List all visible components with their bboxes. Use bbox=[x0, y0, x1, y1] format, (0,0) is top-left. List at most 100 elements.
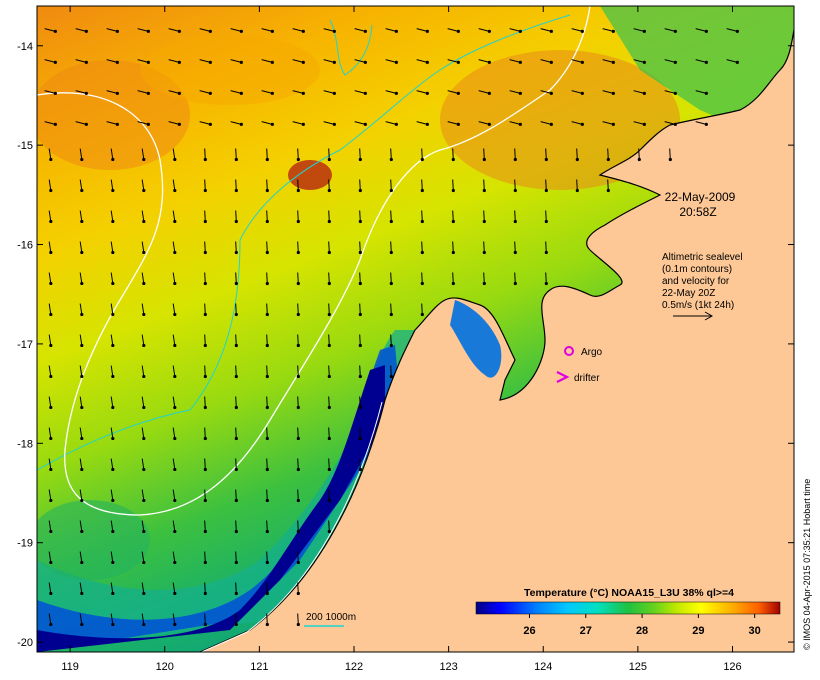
velocity-arrow bbox=[509, 28, 521, 32]
cool-patch bbox=[37, 500, 150, 580]
velocity-arrow bbox=[266, 272, 268, 284]
velocity-arrow bbox=[483, 179, 485, 191]
velocity-arrow-head bbox=[358, 188, 362, 193]
velocity-arrow bbox=[204, 396, 206, 408]
velocity-arrow bbox=[141, 303, 145, 315]
copyright-credit: © IMOS 04-Apr-2015 07:35:21 Hobart time bbox=[802, 479, 812, 650]
velocity-arrow-head bbox=[203, 529, 207, 534]
velocity-arrow bbox=[545, 179, 547, 191]
velocity-arrow bbox=[390, 334, 392, 346]
velocity-arrow-head bbox=[358, 405, 362, 410]
velocity-arrow bbox=[354, 28, 366, 32]
velocity-arrow-head bbox=[111, 281, 115, 286]
velocity-arrow bbox=[695, 90, 707, 94]
sealevel-contour bbox=[37, 6, 591, 516]
velocity-arrow-head bbox=[49, 157, 53, 162]
velocity-arrow-head bbox=[203, 622, 207, 627]
velocity-arrow bbox=[141, 458, 145, 470]
velocity-arrow bbox=[509, 121, 521, 125]
velocity-arrow-head bbox=[456, 60, 460, 64]
velocity-arrow bbox=[509, 90, 521, 94]
velocity-arrow bbox=[359, 458, 361, 470]
velocity-arrow bbox=[168, 28, 180, 32]
velocity-arrow-head bbox=[296, 188, 300, 193]
velocity-arrow bbox=[48, 551, 52, 563]
velocity-arrow-head bbox=[49, 436, 53, 441]
velocity-arrow bbox=[385, 90, 397, 94]
velocity-arrow-head bbox=[203, 157, 207, 162]
velocity-arrow bbox=[633, 59, 645, 63]
velocity-arrow bbox=[106, 90, 118, 94]
velocity-arrow bbox=[297, 179, 299, 191]
velocity-arrow-head bbox=[265, 436, 269, 441]
velocity-arrow bbox=[514, 210, 516, 222]
velocity-arrow-head bbox=[673, 60, 677, 64]
velocity-arrow-head bbox=[327, 405, 331, 410]
velocity-arrow bbox=[571, 121, 583, 125]
velocity-arrow bbox=[79, 613, 83, 625]
velocity-arrow-head bbox=[544, 188, 548, 193]
colorbar: Temperature (°C) NOAA15_L3U 38% ql>=4 26… bbox=[475, 587, 781, 637]
velocity-arrow bbox=[79, 210, 83, 222]
velocity-arrow-head bbox=[49, 281, 53, 286]
velocity-arrow-head bbox=[420, 250, 424, 255]
velocity-arrow-head bbox=[80, 312, 84, 317]
velocity-arrow bbox=[421, 210, 423, 222]
velocity-arrow bbox=[172, 148, 176, 160]
velocity-arrow bbox=[172, 272, 176, 284]
argo-label: Argo bbox=[581, 347, 603, 358]
velocity-arrow bbox=[261, 59, 273, 63]
velocity-arrow bbox=[48, 427, 52, 439]
velocity-arrow-head bbox=[203, 467, 207, 472]
velocity-arrow bbox=[172, 303, 176, 315]
velocity-arrow-head bbox=[270, 91, 274, 95]
velocity-arrow bbox=[141, 148, 145, 160]
velocity-arrow-head bbox=[203, 436, 207, 441]
velocity-arrow bbox=[359, 334, 361, 346]
velocity-arrow bbox=[292, 28, 304, 32]
velocity-arrow bbox=[416, 28, 428, 32]
velocity-arrow bbox=[141, 396, 145, 408]
velocity-arrow bbox=[607, 148, 609, 160]
velocity-arrow-head bbox=[49, 622, 53, 627]
velocity-arrow-head bbox=[518, 29, 522, 33]
velocity-arrow bbox=[204, 303, 206, 315]
velocity-arrow bbox=[359, 179, 361, 191]
velocity-arrow-head bbox=[208, 60, 212, 64]
velocity-arrow bbox=[141, 613, 145, 625]
velocity-arrow-head bbox=[394, 122, 398, 126]
velocity-arrow bbox=[726, 59, 738, 63]
colorbar-gradient bbox=[475, 601, 781, 615]
velocity-arrow bbox=[266, 210, 268, 222]
velocity-arrow bbox=[266, 148, 268, 160]
velocity-arrow-head bbox=[575, 157, 579, 162]
velocity-arrow-head bbox=[482, 219, 486, 224]
velocity-arrow bbox=[199, 90, 211, 94]
velocity-arrow bbox=[297, 520, 299, 532]
velocity-arrow-head bbox=[394, 29, 398, 33]
lat-tick-label: -19 bbox=[17, 538, 33, 550]
velocity-arrow-head bbox=[111, 436, 115, 441]
velocity-arrow-head bbox=[606, 157, 610, 162]
velocity-arrow bbox=[328, 396, 330, 408]
velocity-arrow bbox=[261, 121, 273, 125]
velocity-arrow-head bbox=[358, 312, 362, 317]
velocity-arrow-head bbox=[234, 405, 238, 410]
velocity-arrow-head bbox=[203, 374, 207, 379]
velocity-arrow bbox=[452, 272, 454, 284]
velocity-arrow bbox=[235, 489, 237, 501]
velocity-arrow-head bbox=[482, 250, 486, 255]
coastline bbox=[199, 29, 794, 652]
velocity-arrow bbox=[235, 582, 237, 594]
velocity-arrow bbox=[359, 148, 361, 160]
velocity-arrow-head bbox=[234, 591, 238, 596]
velocity-arrow-head bbox=[173, 498, 177, 503]
velocity-arrow bbox=[235, 241, 237, 253]
velocity-arrow bbox=[540, 90, 552, 94]
velocity-arrow bbox=[110, 458, 114, 470]
velocity-arrow-head bbox=[265, 250, 269, 255]
velocity-arrow-head bbox=[389, 343, 393, 348]
velocity-arrow-head bbox=[549, 91, 553, 95]
velocity-arrow-head bbox=[270, 122, 274, 126]
velocity-arrow bbox=[571, 90, 583, 94]
